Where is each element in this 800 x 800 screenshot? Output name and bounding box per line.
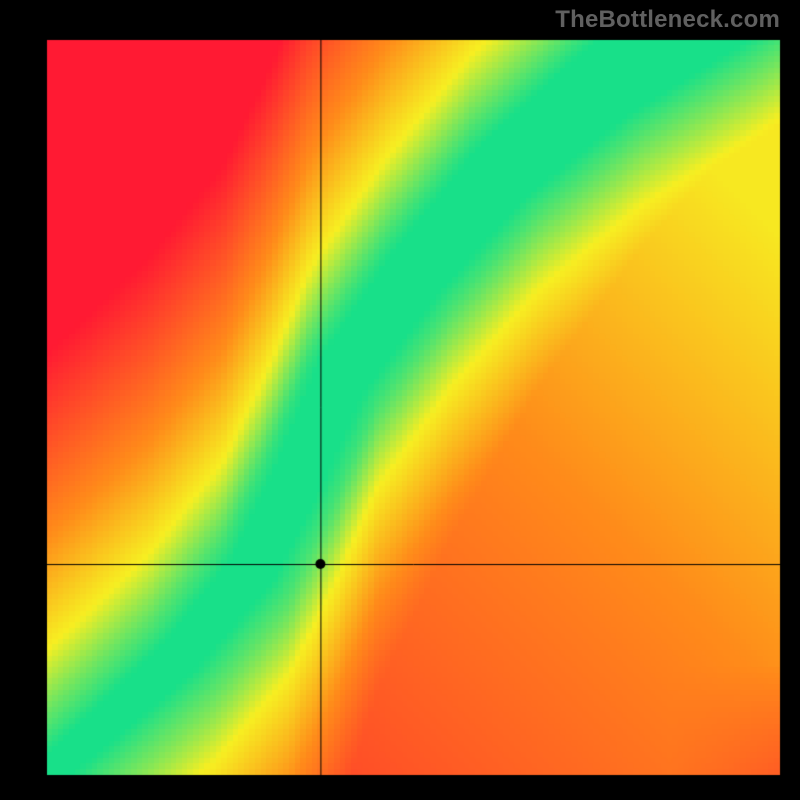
chart-container: TheBottleneck.com [0, 0, 800, 800]
watermark-text: TheBottleneck.com [555, 6, 780, 34]
heatmap-canvas [0, 0, 800, 800]
